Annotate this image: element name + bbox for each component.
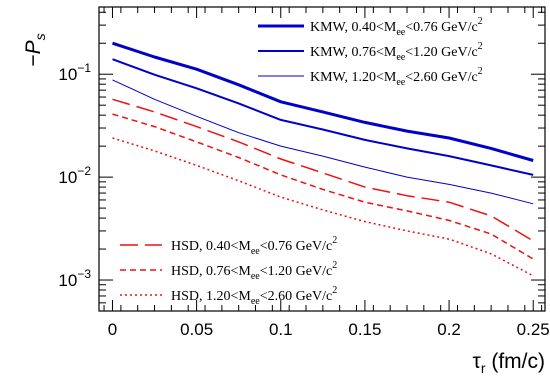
x-axis-symbol: τ: [473, 350, 482, 373]
y-tick-label: 10−3: [58, 267, 91, 290]
series-line-kmw-3: [112, 79, 534, 205]
series-line-kmw-2: [112, 58, 534, 176]
x-tick-label: 0.15: [348, 320, 381, 339]
x-tick-label: 0.05: [180, 320, 213, 339]
series-line-kmw-1: [112, 41, 534, 162]
legend-label: KMW, 0.76<Mee<1.20 GeV/c2: [310, 41, 483, 63]
axis-ticks: [99, 7, 545, 312]
x-axis-unit: (fm/c): [486, 350, 545, 373]
y-axis-title: −Ps: [22, 33, 48, 66]
series-line-hsd-2: [112, 113, 534, 260]
x-axis-subscript: r: [481, 360, 486, 376]
series-line-hsd-1: [112, 98, 534, 242]
series-layer: [112, 41, 534, 277]
x-tick-label: 0.25: [517, 320, 550, 339]
x-axis-title: τr (fm/c): [473, 350, 545, 376]
legend-label: KMW, 0.40<Mee<0.76 GeV/c2: [310, 16, 483, 38]
legend-label: HSD, 0.40<Mee<0.76 GeV/c2: [171, 235, 337, 257]
y-tick-label: 10−1: [58, 61, 91, 84]
legend-label: KMW, 1.20<Mee<2.60 GeV/c2: [310, 66, 483, 88]
x-tick-label: 0.2: [437, 320, 461, 339]
y-axis-prefix: −: [22, 54, 45, 66]
legend-label: HSD, 0.76<Mee<1.20 GeV/c2: [171, 260, 337, 282]
legend-label: HSD, 1.20<Mee<2.60 GeV/c2: [171, 285, 337, 307]
series-line-hsd-3: [112, 137, 534, 277]
x-tick-label: 0.1: [269, 320, 293, 339]
plot-frame: [98, 6, 546, 312]
y-axis-symbol: P: [22, 40, 45, 54]
y-tick-label: 10−2: [58, 164, 91, 187]
legend-layer: KMW, 0.40<Mee<0.76 GeV/c2 KMW, 0.76<Mee<1…: [120, 16, 483, 307]
x-tick-label: 0: [108, 320, 117, 339]
y-axis-subscript: s: [32, 33, 48, 40]
tick-labels: 0 0.05 0.1 0.15 0.2 0.25 10−1 10−2 10−3: [58, 61, 549, 339]
